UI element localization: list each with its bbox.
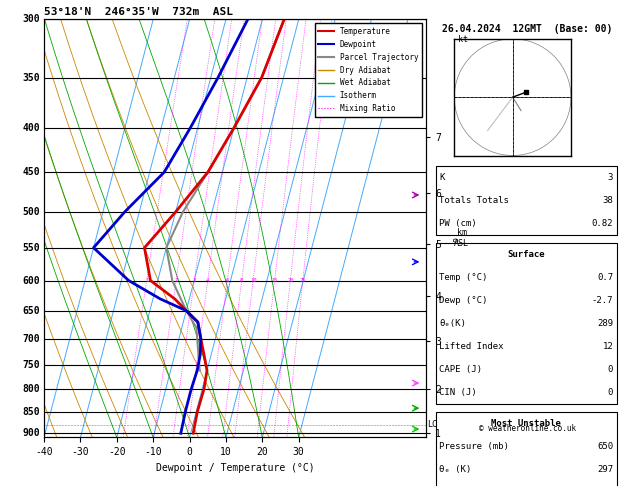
Legend: Temperature, Dewpoint, Parcel Trajectory, Dry Adiabat, Wet Adiabat, Isotherm, Mi: Temperature, Dewpoint, Parcel Trajectory… [314, 23, 422, 117]
Text: Most Unstable: Most Unstable [491, 419, 561, 428]
Text: kt: kt [458, 35, 467, 44]
Text: Pressure (mb): Pressure (mb) [440, 442, 509, 451]
Text: 0: 0 [608, 365, 613, 374]
Text: 350: 350 [23, 72, 40, 83]
Text: 3: 3 [192, 278, 196, 283]
Text: 600: 600 [23, 276, 40, 285]
Text: CAPE (J): CAPE (J) [440, 365, 482, 374]
Text: 10: 10 [250, 278, 257, 283]
Text: 0.82: 0.82 [592, 219, 613, 228]
Text: Lifted Index: Lifted Index [440, 342, 504, 351]
Text: 4: 4 [206, 278, 209, 283]
Text: 500: 500 [23, 207, 40, 217]
X-axis label: Dewpoint / Temperature (°C): Dewpoint / Temperature (°C) [156, 463, 314, 473]
Text: Totals Totals: Totals Totals [440, 196, 509, 205]
Text: -2.7: -2.7 [592, 296, 613, 305]
Text: PW (cm): PW (cm) [440, 219, 477, 228]
Text: 800: 800 [23, 384, 40, 394]
Text: © weatheronline.co.uk: © weatheronline.co.uk [479, 424, 576, 433]
Text: 20: 20 [287, 278, 294, 283]
Text: Surface: Surface [508, 250, 545, 259]
Text: 8: 8 [240, 278, 243, 283]
Text: 15: 15 [271, 278, 278, 283]
Text: 12: 12 [603, 342, 613, 351]
Text: 0.7: 0.7 [597, 273, 613, 282]
Bar [435, 166, 617, 235]
Y-axis label: km
ASL: km ASL [454, 228, 469, 248]
Text: 38: 38 [603, 196, 613, 205]
Text: 289: 289 [597, 319, 613, 328]
Text: 400: 400 [23, 123, 40, 133]
Text: 650: 650 [23, 306, 40, 316]
Text: θₑ (K): θₑ (K) [440, 465, 472, 474]
Text: 300: 300 [23, 15, 40, 24]
Text: 700: 700 [23, 333, 40, 344]
Text: θₑ(K): θₑ(K) [440, 319, 466, 328]
Text: 450: 450 [23, 167, 40, 177]
Text: 26.04.2024  12GMT  (Base: 00): 26.04.2024 12GMT (Base: 00) [442, 24, 613, 34]
Text: 53°18'N  246°35'W  732m  ASL: 53°18'N 246°35'W 732m ASL [44, 7, 233, 17]
Text: 650: 650 [597, 442, 613, 451]
Text: CIN (J): CIN (J) [440, 388, 477, 397]
Bar [435, 243, 617, 404]
Text: 2: 2 [174, 278, 178, 283]
Text: LCL: LCL [426, 420, 442, 429]
Text: 900: 900 [23, 428, 40, 438]
Text: 6: 6 [226, 278, 229, 283]
Text: 25: 25 [299, 278, 306, 283]
Text: 297: 297 [597, 465, 613, 474]
Text: 850: 850 [23, 407, 40, 417]
Text: 0: 0 [608, 388, 613, 397]
Text: 1: 1 [145, 278, 148, 283]
Text: Temp (°C): Temp (°C) [440, 273, 487, 282]
Text: 550: 550 [23, 243, 40, 253]
Bar [435, 412, 617, 486]
Text: K: K [440, 173, 445, 182]
Text: 3: 3 [608, 173, 613, 182]
Text: 750: 750 [23, 360, 40, 369]
Text: Mixing Ratio (g/kg): Mixing Ratio (g/kg) [452, 202, 461, 297]
Text: Dewp (°C): Dewp (°C) [440, 296, 487, 305]
